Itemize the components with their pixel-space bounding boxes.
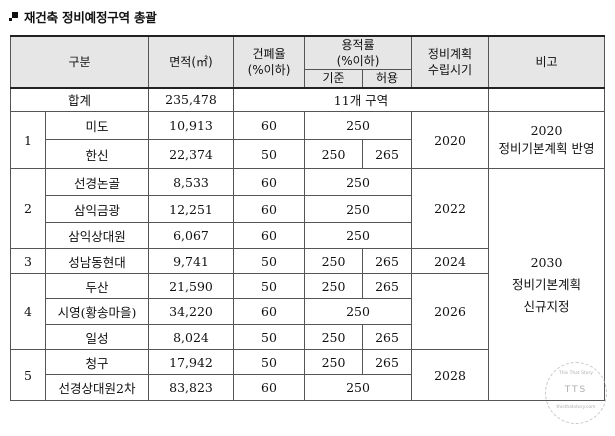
zone-coverage: 50: [233, 324, 305, 350]
group-plan-year: 2024: [411, 248, 489, 274]
header-remarks: 비고: [488, 35, 605, 88]
zone-name: 삼익금광: [45, 195, 149, 223]
zone-coverage: 60: [233, 168, 305, 196]
header-coverage: 건폐율 (%이하): [233, 35, 305, 88]
group-plan-year: 2022: [411, 168, 489, 249]
zone-far-allow: 265: [362, 248, 412, 274]
zone-coverage: 50: [233, 248, 305, 274]
bullet-square-icon: [8, 11, 19, 22]
watermark-bottom-text: thisthatstory.com: [556, 405, 596, 410]
group-plan-year: 2028: [411, 349, 489, 401]
zone-area: 10,913: [148, 111, 234, 140]
zone-area: 12,251: [148, 195, 234, 223]
section-title-text: 재건축 정비예정구역 총괄: [24, 9, 157, 25]
header-far-allow: 허용: [362, 69, 412, 88]
table-row: 일성 8,024 50 250 265: [11, 324, 605, 350]
zone-name: 청구: [45, 349, 149, 375]
table-row: 삼익금광 12,251 60 250: [11, 195, 605, 223]
watermark-top-text: This That Story: [558, 371, 594, 376]
zone-area: 22,374: [148, 139, 234, 169]
table-row: 4 두산 21,590 50 250 265 2026: [10, 273, 605, 350]
zone-name: 선경논골: [45, 168, 149, 196]
zone-far-allow: 265: [362, 139, 412, 169]
zone-far: 250: [304, 222, 412, 249]
zone-area: 9,741: [148, 248, 234, 274]
redevelopment-summary-table: 구분 면적(㎡) 건폐율 (%이하) 용적률 (%이하) 정비계획 수립시기 비…: [10, 35, 605, 401]
group-number: 4: [10, 273, 46, 350]
zone-area: 17,942: [148, 349, 234, 375]
group-number: 5: [10, 349, 46, 401]
table-row: 1 미도 10,913 60 250 2020 2020 정비기본계획 반영: [10, 111, 605, 169]
header-far: 용적률 (%이하): [304, 35, 412, 70]
zone-name: 일성: [45, 324, 149, 350]
zone-name: 두산: [45, 273, 149, 299]
watermark-logo-text: TTS: [564, 385, 588, 395]
zone-area: 21,590: [148, 273, 234, 299]
total-label: 합계: [10, 87, 149, 112]
zone-name: 삼익상대원: [45, 222, 149, 249]
zone-coverage: 60: [233, 195, 305, 223]
zone-far-base: 250: [304, 248, 363, 274]
group-plan-year: 2020: [411, 111, 489, 169]
zone-name: 미도: [45, 111, 149, 140]
header-plan-timing: 정비계획 수립시기: [411, 35, 489, 88]
total-remarks: [488, 87, 605, 112]
zone-coverage: 50: [233, 273, 305, 299]
zone-name: 성남동현대: [45, 248, 149, 274]
zone-coverage: 60: [233, 374, 305, 401]
zone-coverage: 60: [233, 298, 305, 325]
zone-name: 선경상대원2차: [45, 374, 149, 401]
zone-coverage: 50: [233, 139, 305, 169]
zone-area: 83,823: [148, 374, 234, 401]
watermark-stamp: This That Story TTS thisthatstory.com: [545, 362, 607, 424]
group-number: 2: [10, 168, 46, 249]
table-row: 2 선경논골 8,533 60 250 2022 2030 정비기본계획 신규지…: [10, 168, 605, 401]
section-title: 재건축 정비예정구역 총괄: [8, 8, 157, 25]
group-number: 3: [10, 248, 46, 274]
zone-area: 8,024: [148, 324, 234, 350]
zone-name: 한신: [45, 139, 149, 169]
zone-far-base: 250: [304, 349, 363, 375]
zone-far: 250: [304, 298, 412, 325]
zone-far: 250: [304, 168, 412, 196]
table-header: 구분 면적(㎡) 건폐율 (%이하) 용적률 (%이하) 정비계획 수립시기 비…: [10, 35, 605, 88]
zone-far: 250: [304, 195, 412, 223]
remarks-first: 2020 정비기본계획 반영: [488, 111, 605, 169]
zone-coverage: 60: [233, 222, 305, 249]
table-row: 선경상대원2차 83,823 60 250: [11, 374, 605, 401]
header-area: 면적(㎡): [148, 35, 234, 88]
zone-far-base: 250: [304, 324, 363, 350]
zone-name: 시영(황송마을): [45, 298, 149, 325]
table-row: 3 성남동현대 9,741 50 250 265 2024: [10, 248, 605, 274]
zone-far-allow: 265: [362, 324, 412, 350]
zone-area: 8,533: [148, 168, 234, 196]
total-zones: 11개 구역: [233, 87, 489, 112]
zone-far-base: 250: [304, 139, 363, 169]
total-area: 235,478: [148, 87, 234, 112]
group-plan-year: 2026: [411, 273, 489, 350]
total-row: 합계 235,478 11개 구역: [10, 87, 605, 112]
table-row: 한신 22,374 50 250 265: [11, 139, 605, 169]
remarks-rest: 2030 정비기본계획 신규지정: [488, 168, 605, 401]
zone-area: 6,067: [148, 222, 234, 249]
zone-coverage: 60: [233, 111, 305, 140]
zone-far: 250: [304, 374, 412, 401]
zone-far-allow: 265: [362, 273, 412, 299]
group-number: 1: [10, 111, 46, 169]
table-row: 5 청구 17,942 50 250 265 2028: [10, 349, 605, 401]
zone-far: 250: [304, 111, 412, 140]
zone-area: 34,220: [148, 298, 234, 325]
header-far-base: 기준: [304, 69, 363, 88]
zone-far-base: 250: [304, 273, 363, 299]
zone-far-allow: 265: [362, 349, 412, 375]
header-category: 구분: [10, 35, 149, 88]
zone-coverage: 50: [233, 349, 305, 375]
